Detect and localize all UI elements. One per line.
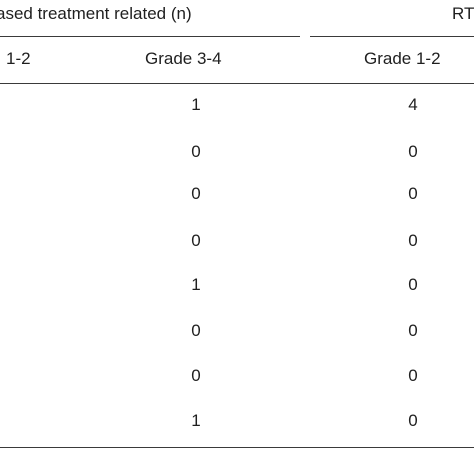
- column-header-grade-1-2-partial: 1-2: [6, 49, 31, 68]
- table-cell: 0: [191, 366, 201, 385]
- table-cell: 0: [408, 366, 418, 385]
- table-cell: 0: [408, 231, 418, 250]
- table-cell: 0: [408, 411, 418, 430]
- group-header-treatment-related: ased treatment related (n): [0, 4, 192, 23]
- table-cell: 0: [408, 184, 418, 203]
- table-cell: 1: [191, 95, 201, 114]
- table-cell: 1: [191, 411, 201, 430]
- table-cell: 0: [408, 275, 418, 294]
- group-header-underline-left: [0, 36, 300, 37]
- column-header-grade-1-2: Grade 1-2: [364, 49, 441, 68]
- table-cell: 0: [191, 321, 201, 340]
- table-cell: 0: [191, 184, 201, 203]
- column-header-grade-3-4: Grade 3-4: [145, 49, 222, 68]
- group-header-rt: RT: [452, 4, 474, 23]
- table-cell: 4: [408, 95, 418, 114]
- table-cell: 0: [191, 142, 201, 161]
- column-header-rule: [0, 83, 474, 84]
- table-bottom-rule: [0, 447, 474, 448]
- table-cell: 0: [408, 321, 418, 340]
- table-cell: 1: [191, 275, 201, 294]
- table-cell: 0: [191, 231, 201, 250]
- group-header-underline-right: [310, 36, 474, 37]
- table-cell: 0: [408, 142, 418, 161]
